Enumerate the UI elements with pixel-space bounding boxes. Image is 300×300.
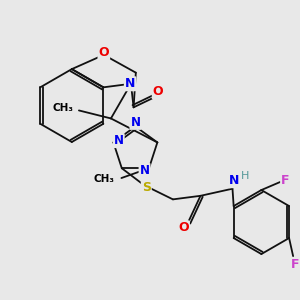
Text: F: F — [291, 258, 300, 271]
Text: O: O — [178, 221, 189, 234]
Text: H: H — [241, 171, 249, 181]
Text: O: O — [98, 46, 109, 59]
Text: F: F — [281, 174, 290, 187]
Text: N: N — [114, 134, 124, 147]
Text: CH₃: CH₃ — [94, 174, 115, 184]
Text: N: N — [140, 164, 149, 177]
Text: O: O — [153, 85, 164, 98]
Text: N: N — [125, 77, 135, 90]
Text: N: N — [130, 116, 140, 129]
Text: S: S — [142, 181, 151, 194]
Text: N: N — [229, 174, 239, 187]
Text: CH₃: CH₃ — [52, 103, 74, 113]
